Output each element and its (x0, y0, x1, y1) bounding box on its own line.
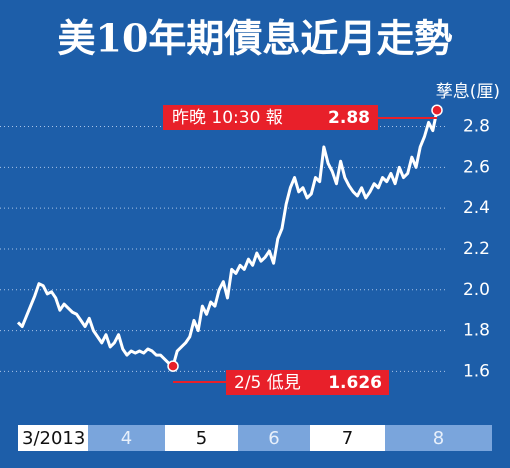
y-tick-label: 1.6 (463, 361, 490, 381)
x-tick-label: 4 (121, 428, 132, 449)
x-tick-label: 3/2013 (22, 428, 85, 449)
highlight-dot (167, 360, 179, 372)
annotation-box (226, 370, 389, 395)
y-tick-label: 2.4 (463, 198, 490, 218)
x-tick-label: 5 (196, 428, 207, 449)
y-tick-label: 1.8 (463, 321, 490, 341)
plot (16, 109, 439, 368)
highlight-dot (431, 104, 443, 116)
month-cell (88, 425, 165, 451)
y-tick-label: 2.2 (463, 239, 490, 259)
month-cell (238, 425, 310, 451)
y-axis-label: 孳息(厘) (436, 82, 500, 102)
y-tick-label: 2.6 (463, 157, 490, 177)
annotation-value: 1.626 (328, 373, 382, 393)
x-tick-label: 6 (268, 428, 279, 449)
series-line (16, 109, 439, 368)
x-tick-label: 8 (433, 428, 444, 449)
dots (167, 104, 443, 372)
month-cell (165, 425, 238, 451)
month-cell (385, 425, 492, 451)
month-cell (18, 425, 88, 451)
month-cell (310, 425, 385, 451)
annotation-value: 2.88 (328, 108, 370, 128)
y-tick-label: 2.8 (463, 117, 490, 137)
chart-title: 美10年期債息近月走勢 (58, 16, 453, 61)
annotation-text: 昨晚 10:30 報 (172, 108, 283, 128)
x-tick-label: 7 (342, 428, 353, 449)
y-tick-label: 2.0 (463, 280, 490, 300)
annotation-box (163, 105, 378, 130)
month-bar: 3/2013 4 5 6 7 8 (18, 425, 492, 451)
annotation-text: 2/5 低見 (234, 373, 301, 393)
